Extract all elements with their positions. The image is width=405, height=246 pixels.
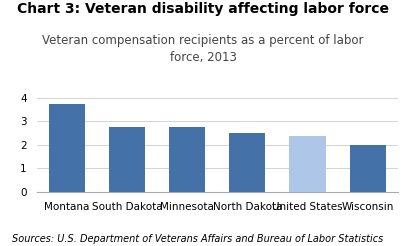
Text: Sources: U.S. Department of Veterans Affairs and Bureau of Labor Statistics: Sources: U.S. Department of Veterans Aff… xyxy=(12,233,382,244)
Text: Veteran compensation recipients as a percent of labor
force, 2013: Veteran compensation recipients as a per… xyxy=(42,34,363,64)
Bar xyxy=(109,127,145,192)
Bar xyxy=(229,133,265,192)
Text: Chart 3: Veteran disability affecting labor force: Chart 3: Veteran disability affecting la… xyxy=(17,2,388,16)
Bar xyxy=(289,136,325,192)
Bar xyxy=(168,127,205,192)
Bar xyxy=(49,104,85,192)
Bar xyxy=(349,145,385,192)
